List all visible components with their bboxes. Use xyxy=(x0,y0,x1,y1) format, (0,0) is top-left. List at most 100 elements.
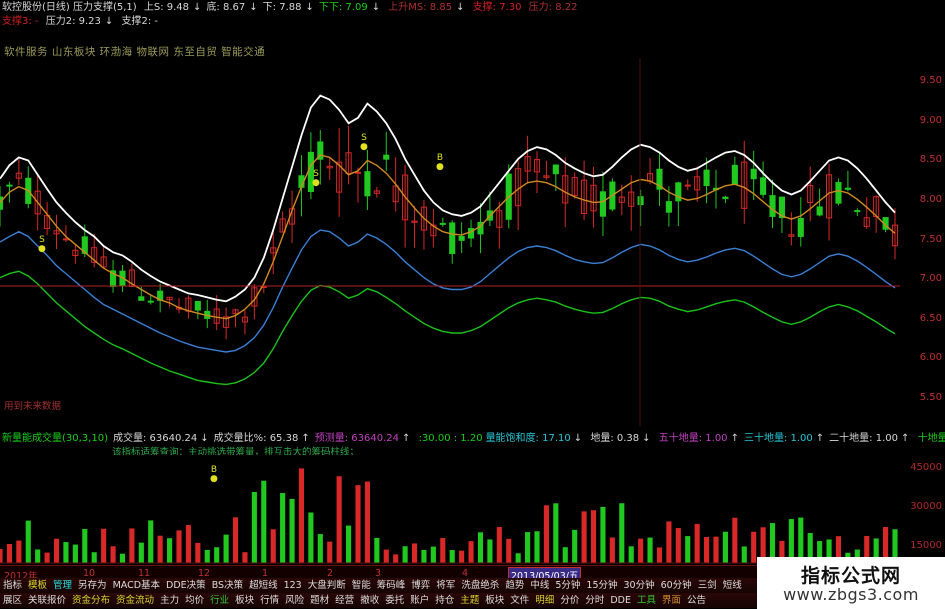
toolbar-button-10[interactable]: 题材 xyxy=(310,595,330,606)
header-field-6: 支撑: 7.30 xyxy=(472,2,522,13)
toolbar-button-19[interactable]: 明细 xyxy=(535,595,555,606)
toolbar-button-16[interactable]: 中线 xyxy=(530,580,550,591)
header-arrow-icon: ↓ xyxy=(193,2,202,13)
toolbar-button-11[interactable]: 筹码峰 xyxy=(376,580,406,591)
toolbar-button-10[interactable]: 智能 xyxy=(351,580,371,591)
toolbar-button-23[interactable]: 工具 xyxy=(636,595,656,606)
toolbar-button-16[interactable]: 主题 xyxy=(460,595,480,606)
volume-arrow-icon: ↑ xyxy=(815,433,825,444)
volume-field-7: 三十地量: 1.00 xyxy=(743,433,813,444)
header-arrow-icon: ↓ xyxy=(305,2,314,13)
volume-chart[interactable] xyxy=(0,455,900,565)
volume-field-1: 成交量比%: 65.38 xyxy=(213,433,299,444)
header-arrow-icon: ↓ xyxy=(249,2,258,13)
toolbar-button-20[interactable]: 60分钟 xyxy=(660,580,692,591)
toolbar-button-5[interactable]: 均价 xyxy=(185,595,205,606)
date-axis-label: 4 xyxy=(462,568,469,579)
toolbar-button-25[interactable]: 公告 xyxy=(687,595,707,606)
toolbar-button-2[interactable]: 资金分布 xyxy=(72,595,111,606)
volume-field-9: 十地量 xyxy=(917,433,945,444)
volume-arrow-icon: ↑ xyxy=(901,433,910,444)
volume-axis-label: 45000 xyxy=(910,462,942,473)
toolbar-button-0[interactable]: 指标 xyxy=(3,580,23,591)
price-axis-label: 8.00 xyxy=(919,193,942,205)
toolbar-button-8[interactable]: 行情 xyxy=(260,595,280,606)
toolbar-button-1[interactable]: 模板 xyxy=(28,580,48,591)
toolbar-button-24[interactable]: 界面 xyxy=(662,595,682,606)
date-axis-label: 2012年 xyxy=(4,571,38,582)
toolbar-functions[interactable]: 展区 关联报价 资金分布 资金流动 主力 均价 行业 板块 行情 风险 题材 经营 撤收 委托 账户 持仓 主题… xyxy=(0,593,945,608)
header-field-7: 压力: 8.22 xyxy=(528,2,578,13)
toolbar-button-3[interactable]: 另存为 xyxy=(78,580,107,591)
header-field-1: 压力2: 9.23 xyxy=(45,16,101,27)
toolbar-button-6[interactable]: 行业 xyxy=(210,595,230,606)
toolbar-button-5[interactable]: DDE决策 xyxy=(166,580,206,591)
toolbar-button-13[interactable]: 将军 xyxy=(436,580,456,591)
date-axis-label: 11 xyxy=(138,568,151,579)
toolbar-button-18[interactable]: 文件 xyxy=(510,595,530,606)
toolbar-button-21[interactable]: 三剑 xyxy=(697,580,717,591)
toolbar-button-15[interactable]: 持仓 xyxy=(435,595,455,606)
date-axis-label: 12 xyxy=(198,568,211,579)
volume-annotation-1: 该指标适筹查询：主动挑选带筹量，排互击大的筹码柱线； xyxy=(112,447,360,458)
header-field-2: 底: 8.67 xyxy=(206,2,246,13)
date-axis-label: 1 xyxy=(262,568,269,579)
toolbar-button-7[interactable]: 超短线 xyxy=(249,580,278,591)
header-field-3: 下: 7.88 xyxy=(262,2,302,13)
candlestick-series xyxy=(0,125,899,340)
toolbar-button-9[interactable]: 大盘判断 xyxy=(307,580,346,591)
signal-marker-s: S ● xyxy=(360,133,368,152)
toolbar-indicators[interactable]: 指标 模板 管理 另存为 MACD基本 DDE决策 BS决策 超短线 123 大盘判断 智能 筹码峰博… xyxy=(0,578,945,593)
date-axis-label: 2 xyxy=(327,568,334,579)
price-chart-canvas xyxy=(0,58,900,426)
volume-arrow-icon: ↑ xyxy=(401,433,411,444)
header-arrow-icon: ↓ xyxy=(104,16,114,27)
date-axis-label: 3 xyxy=(375,568,382,579)
toolbar-button-13[interactable]: 委托 xyxy=(385,595,405,606)
price-axis-label: 7.50 xyxy=(919,233,942,245)
volume-indicator-header: 新量能成交量(30,3,10) 成交量: 63640.24 ↓ 成交量比%: 65.3… xyxy=(0,428,945,444)
header-field-1: 上S: 9.48 xyxy=(143,2,190,13)
volume-arrow-icon: ↑ xyxy=(730,433,739,444)
toolbar-button-22[interactable]: 短线 xyxy=(722,580,742,591)
toolbar-button-12[interactable]: 撤收 xyxy=(360,595,380,606)
toolbar-button-22[interactable]: DDE xyxy=(610,595,631,606)
toolbar-button-12[interactable]: 博弈 xyxy=(411,580,431,591)
toolbar-button-8[interactable]: 123 xyxy=(283,580,302,591)
toolbar-button-2[interactable]: 管理 xyxy=(53,580,73,591)
toolbar-button-6[interactable]: BS决策 xyxy=(211,580,244,591)
signal-marker-b: B ● xyxy=(436,153,444,172)
price-axis-label: 6.00 xyxy=(919,352,942,364)
toolbar-button-1[interactable]: 关联报价 xyxy=(28,595,67,606)
price-chart[interactable] xyxy=(0,58,900,426)
toolbar-button-14[interactable]: 账户 xyxy=(410,595,430,606)
toolbar-button-3[interactable]: 资金流动 xyxy=(116,595,155,606)
toolbar-button-15[interactable]: 趋势 xyxy=(505,580,525,591)
watermark-url: www.zbgs3.com xyxy=(783,585,919,604)
toolbar-button-7[interactable]: 板块 xyxy=(235,595,255,606)
volume-arrow-icon: ↑ xyxy=(301,433,310,444)
toolbar-button-0[interactable]: 展区 xyxy=(3,595,23,606)
toolbar-button-9[interactable]: 风险 xyxy=(285,595,305,606)
toolbar-button-17[interactable]: 板块 xyxy=(485,595,505,606)
toolbar-button-19[interactable]: 30分钟 xyxy=(623,580,655,591)
volume-arrow-icon: ↓ xyxy=(200,433,209,444)
toolbar-button-14[interactable]: 洗盘绝杀 xyxy=(461,580,500,591)
toolbar-button-18[interactable]: 15分钟 xyxy=(586,580,618,591)
toolbar-button-21[interactable]: 分时 xyxy=(585,595,605,606)
header-field-4: 下下: 7.09 xyxy=(318,2,368,13)
toolbar-button-11[interactable]: 经营 xyxy=(335,595,355,606)
watermark-title: 指标公式网 xyxy=(800,565,901,587)
sector-tags: 软件服务 山东板块 环渤海 物联网 东至自贸 智能交通 xyxy=(4,46,266,58)
toolbar-button-20[interactable]: 分价 xyxy=(560,595,580,606)
volume-field-0: 成交量: 63640.24 xyxy=(112,433,198,444)
price-axis-label: 7.00 xyxy=(919,273,942,285)
toolbar-button-4[interactable]: 主力 xyxy=(160,595,180,606)
toolbar-button-4[interactable]: MACD基本 xyxy=(112,580,161,591)
price-axis-label: 6.50 xyxy=(919,312,942,324)
volume-field-5: 地量: 0.38 xyxy=(590,433,640,444)
volume-chart-canvas xyxy=(0,455,900,565)
toolbar-button-17[interactable]: 5分钟 xyxy=(555,580,581,591)
volume-field-8: 二十地量: 1.00 xyxy=(829,433,898,444)
